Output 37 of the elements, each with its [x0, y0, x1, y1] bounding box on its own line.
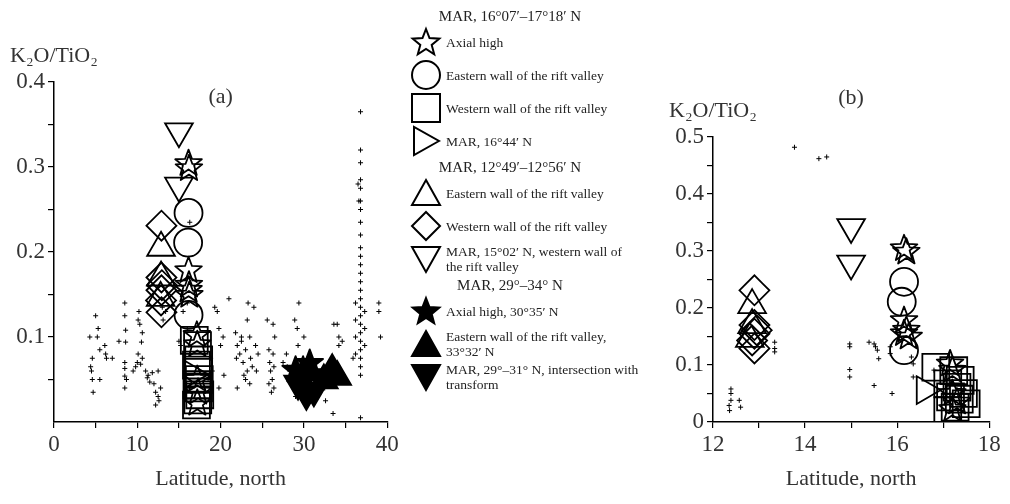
legend-label: Axial high [446, 34, 504, 50]
legend-label: MAR, 29°–31° N, intersection with transform [446, 362, 640, 392]
legend-label: Western wall of the rift valley [446, 218, 608, 234]
y-tick-label: 0 [692, 408, 704, 434]
y-tick-label: 0.5 [675, 123, 704, 149]
chart-title: (b) [838, 83, 864, 109]
x-tick-label: 14 [793, 430, 818, 456]
legend-label: Eastern wall of the rift valley, 33°32′ N [446, 329, 608, 359]
text: MAR, 29°–34° N [456, 277, 564, 293]
legend-label: Eastern wall of the rift valley [446, 67, 604, 83]
legend-label: MAR, 15°02′ N, western wall of the rift valley [446, 244, 623, 274]
y-tick-label: 0.1 [675, 351, 704, 377]
x-tick-label: 16 [885, 430, 909, 456]
y-tick-label: 0.3 [16, 153, 45, 179]
legend-label: Eastern wall of the rift valley [446, 185, 604, 201]
y-tick-label: 0.4 [16, 68, 46, 94]
chart-title: (a) [208, 82, 233, 108]
text: MAR, 16°07′–17°18′ N [437, 8, 583, 24]
y-tick-label: 0.2 [16, 238, 45, 264]
x-tick-label: 20 [209, 430, 233, 456]
y-tick-label: 0.3 [675, 237, 704, 263]
y-tick-label: 0.4 [675, 180, 705, 206]
x-tick-label: 30 [292, 430, 316, 456]
x-axis-title: Latitude, north [785, 464, 917, 490]
y-tick-label: 0.2 [675, 294, 704, 320]
x-tick-label: 40 [375, 430, 399, 456]
y-axis-title: K₂O/TiO₂ [669, 97, 757, 122]
x-axis-title: Latitude, north [155, 464, 286, 490]
legend-label: Axial high, 30°35′ N [446, 303, 559, 319]
x-tick-label: 18 [977, 430, 1001, 456]
legend-label: Western wall of the rift valley [446, 100, 608, 116]
legend-label: MAR, 16°44′ N [446, 133, 532, 149]
x-tick-label: 12 [701, 430, 725, 456]
x-tick-label: 10 [125, 430, 149, 456]
y-tick-label: 0.1 [16, 323, 45, 349]
y-axis-title: K₂O/TiO₂ [10, 42, 98, 67]
text: MAR, 12°49′–12°56′ N [437, 159, 583, 175]
